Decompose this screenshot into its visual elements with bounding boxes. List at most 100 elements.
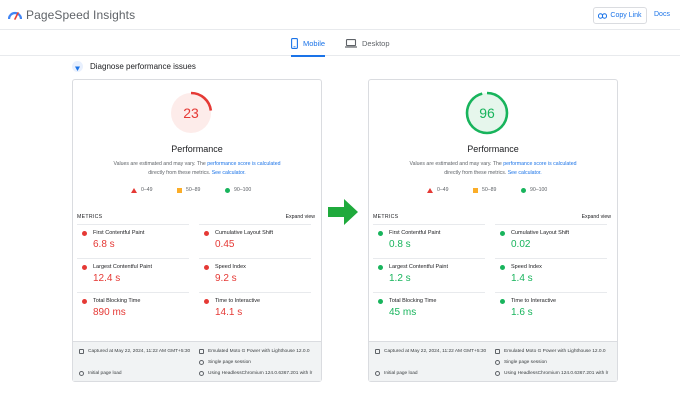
- metric-item: Total Blocking Time 890 ms: [77, 292, 189, 324]
- metric-name: First Contentful Paint: [389, 230, 441, 236]
- metric-status-dot-icon: [500, 299, 505, 304]
- description-text: Values are estimated and may vary. The: [113, 161, 208, 167]
- metric-item: Speed Index 1.4 s: [495, 258, 607, 290]
- metric-status-dot-icon: [378, 231, 383, 236]
- tab-mobile[interactable]: Mobile: [291, 30, 326, 57]
- metric-name: Total Blocking Time: [93, 298, 141, 304]
- footer-captured: Captured at May 22, 2024, 11:22 AM GMT+5…: [79, 349, 190, 354]
- metric-value: 890 ms: [93, 307, 126, 318]
- metric-status-dot-icon: [82, 265, 87, 270]
- laptop-icon: [345, 38, 357, 48]
- metric-name: Largest Contentful Paint: [389, 264, 449, 270]
- metric-name: Time to Interactive: [215, 298, 261, 304]
- score-gauge: [465, 91, 509, 135]
- metric-value: 1.2 s: [389, 273, 411, 284]
- performance-description: Values are estimated and may vary. The p…: [93, 160, 301, 177]
- legend-pass: 90–100: [225, 187, 251, 193]
- metric-value: 0.8 s: [389, 239, 411, 250]
- captured-text: Captured at May 22, 2024, 11:22 AM GMT+5…: [88, 349, 191, 354]
- calendar-icon: [79, 349, 84, 354]
- session-text: Single page session: [504, 360, 547, 365]
- footer-browser: Using HeadlessChromium 124.0.6367.201 wi…: [199, 371, 312, 376]
- expand-view-toggle[interactable]: Expand view: [581, 214, 611, 220]
- metric-name: Speed Index: [511, 264, 542, 270]
- top-bar: PageSpeed Insights Copy Link Docs: [0, 0, 680, 30]
- timer-icon: [375, 371, 380, 376]
- metric-status-dot-icon: [500, 231, 505, 236]
- expand-view-toggle[interactable]: Expand view: [285, 214, 315, 220]
- report-panel-before: 23 Performance Values are estimated and …: [72, 79, 322, 382]
- session-text: Single page session: [208, 360, 251, 365]
- app-title: PageSpeed Insights: [26, 8, 136, 22]
- emulated-text: Emulated Moto G Power with Lighthouse 12…: [504, 349, 606, 354]
- legend-fail-label: 0–49: [141, 187, 153, 193]
- metric-item: Largest Contentful Paint 1.2 s: [373, 258, 485, 290]
- footer-session: Single page session: [199, 360, 251, 365]
- footer-initial: Initial page load: [375, 371, 418, 376]
- session-icon: [495, 360, 500, 365]
- pagespeed-logo-icon: [8, 11, 22, 20]
- legend-pass-label: 90–100: [234, 187, 252, 193]
- metric-item: Cumulative Layout Shift 0.45: [199, 224, 311, 256]
- footer-session: Single page session: [495, 360, 547, 365]
- metric-status-dot-icon: [82, 299, 87, 304]
- device-tabs: Mobile Desktop: [0, 30, 680, 57]
- performance-title: Performance: [467, 144, 519, 154]
- description-text-2: directly from these metrics.: [148, 169, 212, 176]
- metric-value: 9.2 s: [215, 273, 237, 284]
- legend-average-label: 50–89: [482, 187, 497, 193]
- report-footer: Captured at May 22, 2024, 11:22 AM GMT+5…: [73, 341, 321, 381]
- session-icon: [199, 360, 204, 365]
- see-calculator-link[interactable]: See calculator.: [211, 169, 246, 176]
- tab-mobile-label: Mobile: [303, 38, 326, 48]
- copy-link-button[interactable]: Copy Link: [593, 7, 647, 24]
- legend-average-label: 50–89: [186, 187, 201, 193]
- browser-text: Using HeadlessChromium 124.0.6367.201 wi…: [504, 371, 609, 376]
- metric-name: Largest Contentful Paint: [93, 264, 153, 270]
- footer-captured: Captured at May 22, 2024, 11:22 AM GMT+5…: [375, 349, 486, 354]
- diagnose-icon: [72, 61, 83, 72]
- legend-fail: 0–49: [427, 187, 449, 193]
- timer-icon: [79, 371, 84, 376]
- score-legend: 0–49 50–89 90–100: [73, 187, 321, 195]
- diagnose-heading: Diagnose performance issues: [90, 62, 196, 71]
- emulated-text: Emulated Moto G Power with Lighthouse 12…: [208, 349, 310, 354]
- metric-name: Cumulative Layout Shift: [511, 230, 570, 236]
- report-panel-after: 96 Performance Values are estimated and …: [368, 79, 618, 382]
- metric-status-dot-icon: [500, 265, 505, 270]
- legend-pass-label: 90–100: [530, 187, 548, 193]
- legend-fail-label: 0–49: [437, 187, 449, 193]
- metric-item: First Contentful Paint 0.8 s: [373, 224, 485, 256]
- circle-icon: [225, 187, 230, 193]
- footer-emulated: Emulated Moto G Power with Lighthouse 12…: [199, 349, 310, 354]
- metric-name: Time to Interactive: [511, 298, 557, 304]
- legend-average: 50–89: [473, 187, 496, 193]
- square-icon: [177, 187, 182, 193]
- metric-name: Total Blocking Time: [389, 298, 437, 304]
- metric-name: Speed Index: [215, 264, 246, 270]
- performance-score: 96: [479, 105, 495, 121]
- metric-item: Speed Index 9.2 s: [199, 258, 311, 290]
- initial-load-text: Initial page load: [384, 371, 418, 376]
- metric-value: 14.1 s: [215, 307, 243, 318]
- chrome-icon: [495, 371, 500, 376]
- score-calculated-link[interactable]: performance score is calculated: [207, 161, 281, 167]
- circle-icon: [521, 187, 526, 193]
- metric-value: 6.8 s: [93, 239, 115, 250]
- metrics-heading: METRICS: [373, 214, 399, 220]
- metric-status-dot-icon: [204, 231, 209, 236]
- metric-value: 45 ms: [389, 307, 417, 318]
- metric-item: Time to Interactive 14.1 s: [199, 292, 311, 324]
- score-calculated-link[interactable]: performance score is calculated: [503, 161, 577, 167]
- performance-description: Values are estimated and may vary. The p…: [389, 160, 597, 177]
- metric-item: Largest Contentful Paint 12.4 s: [77, 258, 189, 290]
- performance-score: 23: [183, 105, 199, 121]
- legend-pass: 90–100: [521, 187, 547, 193]
- metric-status-dot-icon: [204, 299, 209, 304]
- tab-desktop[interactable]: Desktop: [345, 30, 390, 56]
- see-calculator-link[interactable]: See calculator.: [507, 169, 542, 176]
- initial-load-text: Initial page load: [88, 371, 122, 376]
- copy-link-label: Copy Link: [610, 12, 642, 19]
- docs-link[interactable]: Docs: [654, 11, 670, 18]
- device-icon: [199, 349, 204, 354]
